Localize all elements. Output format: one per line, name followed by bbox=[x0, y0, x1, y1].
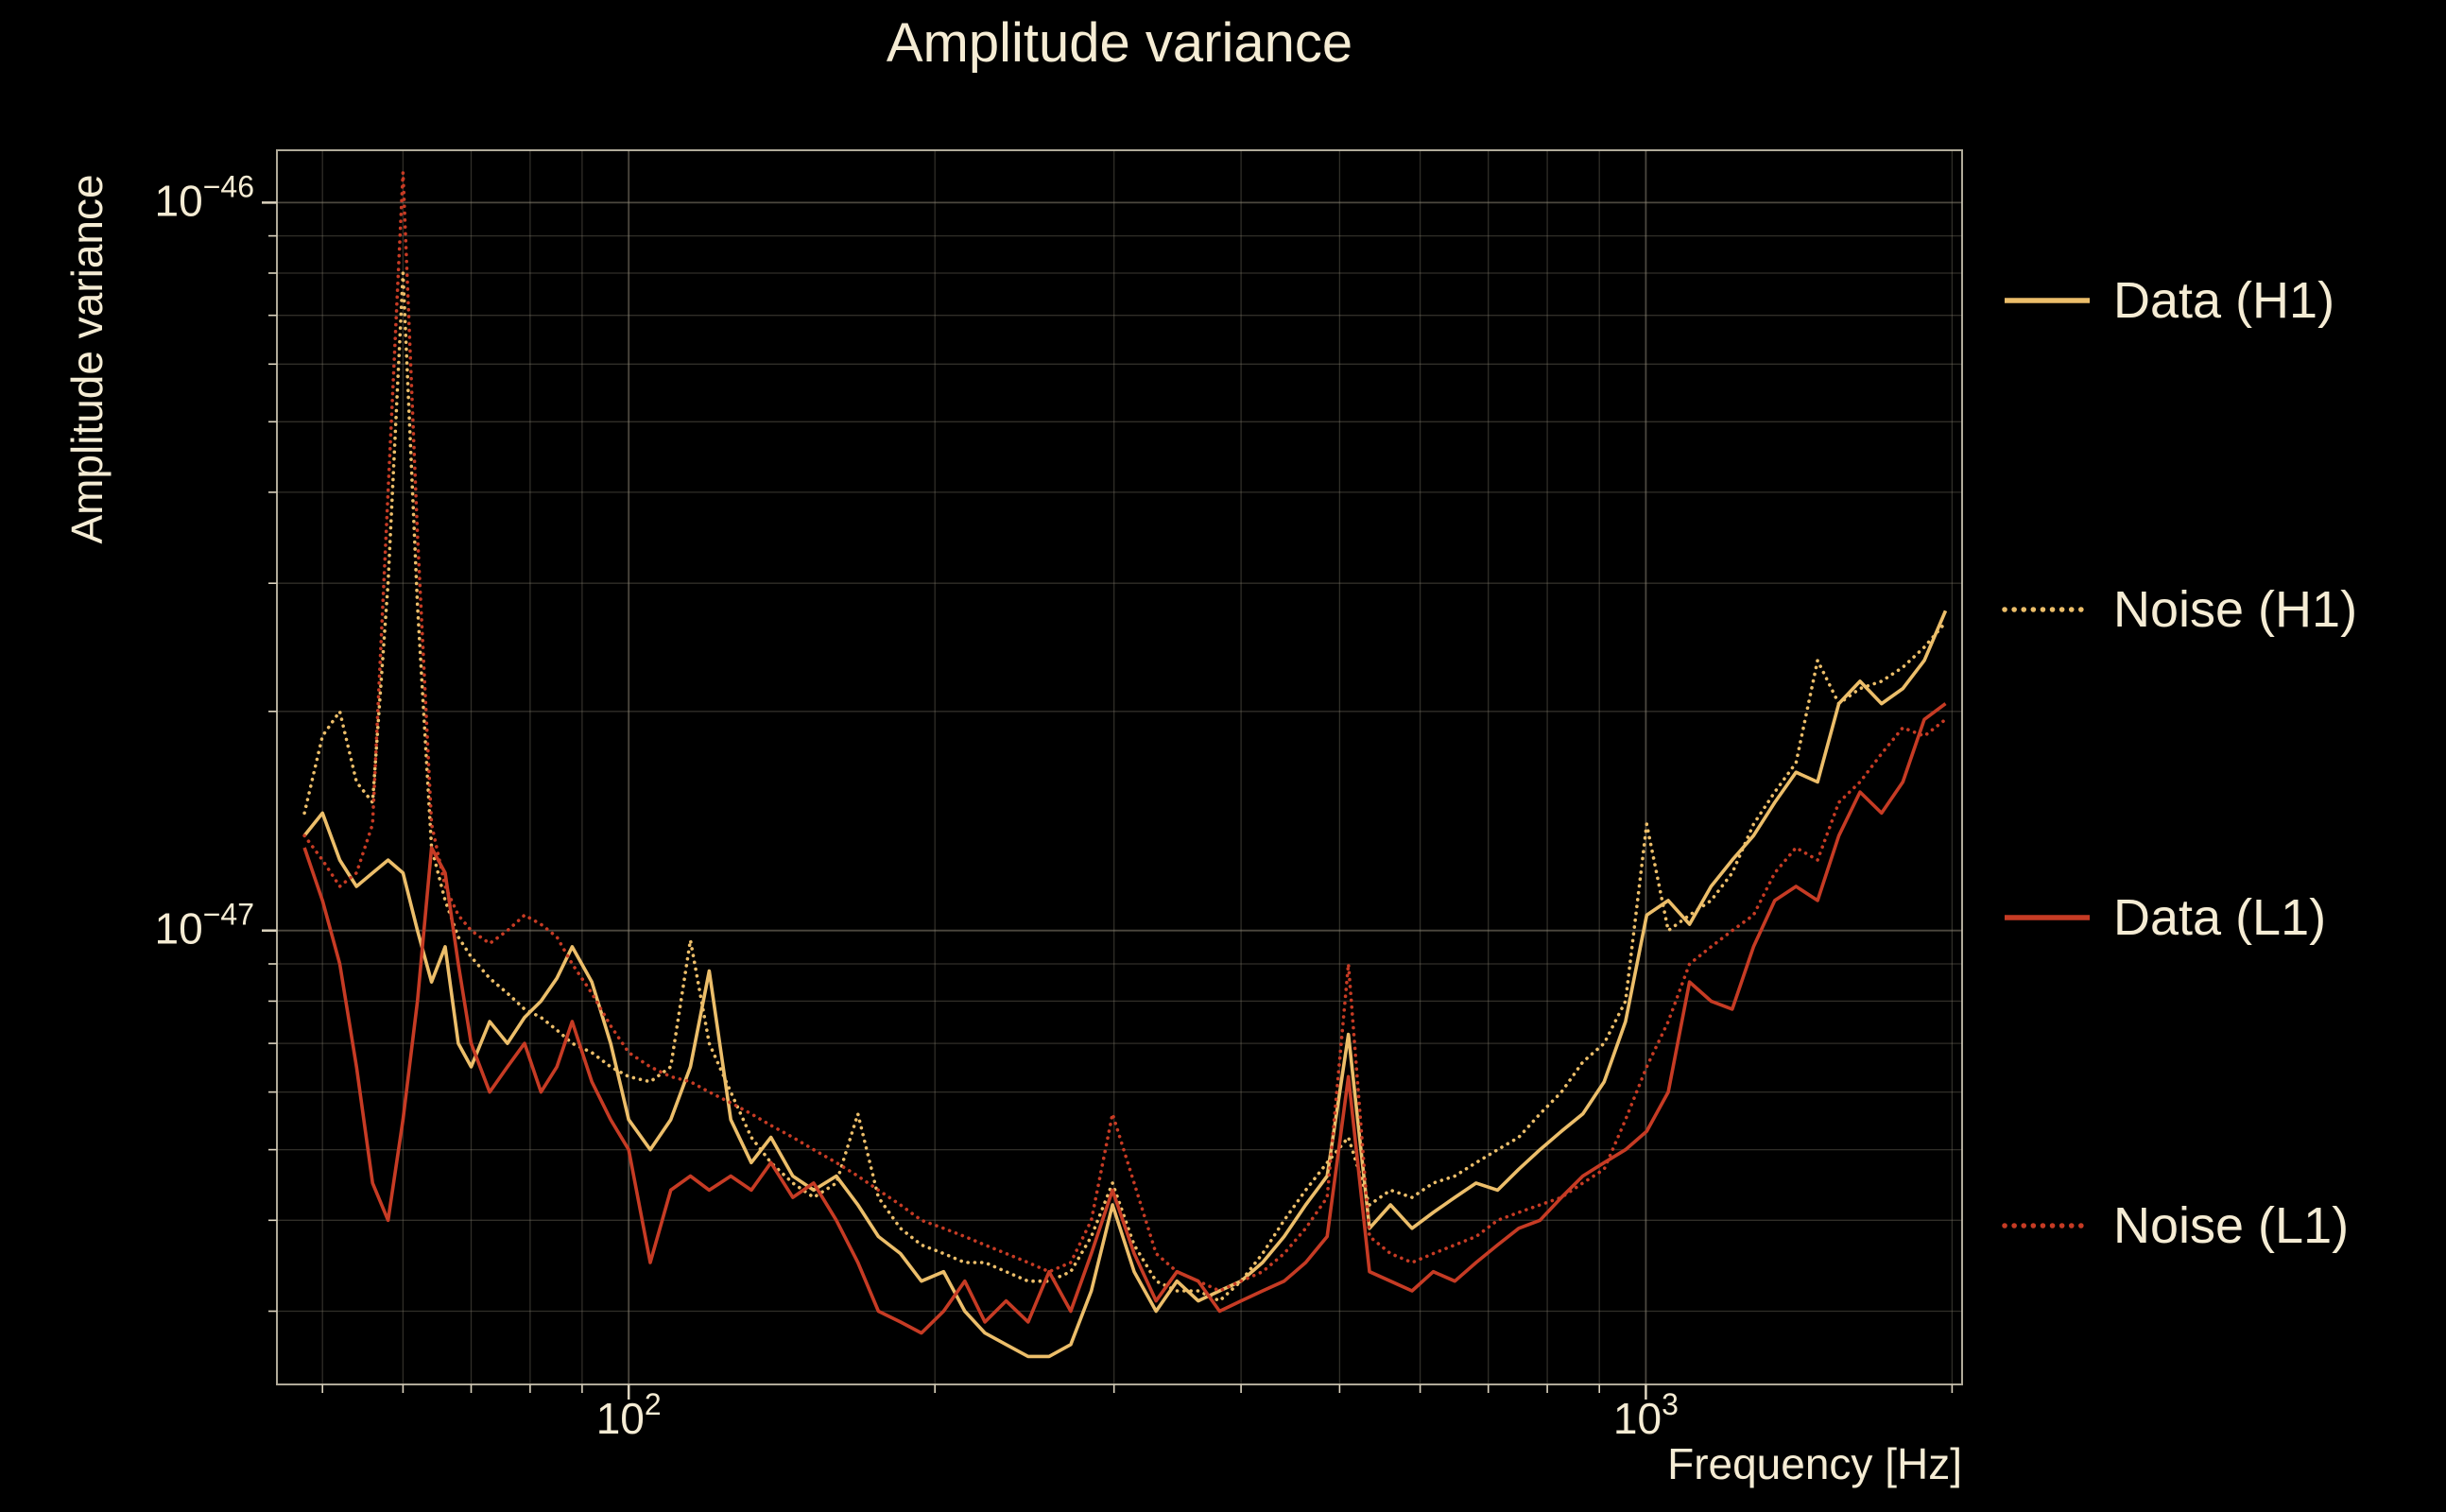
legend-item-noise-l1: Noise (L1) bbox=[2002, 1194, 2349, 1257]
x-tick-label: 102 bbox=[596, 1387, 662, 1443]
legend: Data (H1) Noise (H1) Data (L1) Noise (L1… bbox=[2002, 0, 2446, 1512]
series-line-data-l1 bbox=[302, 702, 1947, 1335]
legend-item-noise-h1: Noise (H1) bbox=[2002, 578, 2357, 641]
series-line-noise-l1 bbox=[302, 170, 1948, 1293]
series-line-noise-h1 bbox=[302, 271, 1948, 1303]
legend-label-data-h1: Data (H1) bbox=[2113, 272, 2335, 329]
legend-label-data-l1: Data (L1) bbox=[2113, 889, 2327, 946]
legend-line-sample-noise-h1 bbox=[2002, 607, 2093, 612]
legend-label-noise-h1: Noise (H1) bbox=[2113, 581, 2358, 638]
legend-label-noise-l1: Noise (L1) bbox=[2113, 1197, 2350, 1254]
y-tick-label: 10−46 bbox=[155, 169, 254, 225]
y-tick-label: 10−47 bbox=[155, 898, 254, 954]
series-line-data-h1 bbox=[302, 610, 1948, 1359]
x-tick-label: 103 bbox=[1613, 1387, 1679, 1443]
legend-line-sample-data-h1 bbox=[2005, 298, 2090, 303]
legend-line-sample-noise-l1 bbox=[2002, 1223, 2093, 1228]
legend-item-data-l1: Data (L1) bbox=[2002, 886, 2326, 949]
legend-item-data-h1: Data (H1) bbox=[2002, 269, 2334, 332]
x-axis-label: Frequency [Hz] bbox=[1667, 1439, 1962, 1488]
legend-line-sample-data-l1 bbox=[2005, 915, 2090, 920]
chart-title: Amplitude variance bbox=[886, 12, 1353, 74]
plot-frame bbox=[276, 149, 1963, 1385]
